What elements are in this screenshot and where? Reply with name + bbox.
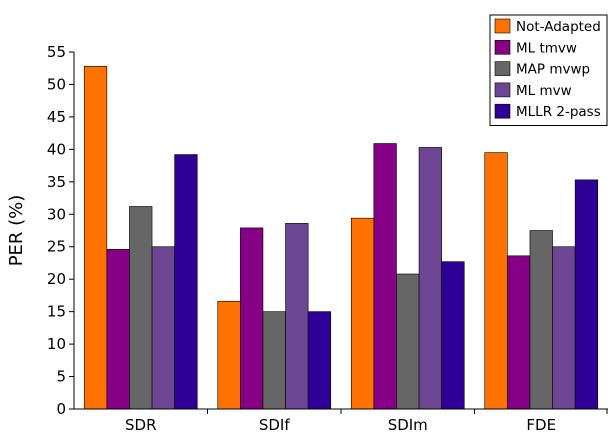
- y-tick-label: 40: [47, 140, 66, 158]
- legend-swatch: [494, 103, 511, 119]
- y-tick-label: 45: [47, 108, 66, 126]
- y-tick-label: 25: [47, 238, 66, 256]
- x-tick-label: FDE: [526, 416, 556, 434]
- bar-ml-tmvw-fde: [507, 255, 531, 410]
- legend-swatch: [494, 18, 511, 34]
- bar-ml-tmvw-sdim: [373, 143, 397, 410]
- legend-swatch: [494, 39, 511, 55]
- bar-ml-mvw-fde: [552, 246, 576, 410]
- bar-ml-tmvw-sdif: [240, 227, 264, 410]
- bar-ml-mvw-sdr: [151, 246, 175, 410]
- legend-label: Not-Adapted: [516, 19, 601, 35]
- legend: Not-Adapted ML tmvw MAP mvwp ML mvw MLLR 2-p…: [489, 14, 608, 126]
- x-tick-label: SDIf: [259, 416, 290, 434]
- bar-mllr-2-pass-sdr: [174, 154, 198, 410]
- bar-not-adapted-sdim: [350, 217, 375, 410]
- legend-label: MAP mvwp: [516, 62, 590, 78]
- y-tick-label: 5: [56, 368, 66, 386]
- bar-map-mvwp-sdr: [129, 206, 153, 410]
- bar-mllr-2-pass-sdim: [441, 261, 465, 410]
- y-axis-label: PER (%): [6, 195, 27, 267]
- legend-swatch: [494, 61, 511, 76]
- legend-label: ML tmvw: [516, 40, 577, 56]
- y-tick-label: 20: [47, 270, 66, 288]
- x-tick-label: SDIm: [388, 416, 428, 434]
- y-tick-label: 0: [56, 400, 66, 418]
- legend-label: MLLR 2-pass: [516, 104, 601, 120]
- legend-swatch: [494, 82, 511, 98]
- bar-map-mvwp-sdif: [262, 311, 286, 410]
- y-tick-label: 55: [47, 43, 66, 61]
- x-ticks: SDR SDIf SDIm FDE: [125, 409, 608, 434]
- y-tick-label: 50: [47, 75, 66, 93]
- bars-group: [83, 65, 599, 410]
- y-ticks: 0 5 10 15 20 25 30 35 40 45 50 55: [47, 43, 74, 418]
- bar-ml-mvw-sdif: [285, 223, 309, 410]
- bar-mllr-2-pass-sdif: [307, 311, 332, 410]
- bar-map-mvwp-fde: [529, 230, 553, 410]
- y-tick-label: 10: [47, 335, 66, 353]
- bar-map-mvwp-sdim: [396, 273, 420, 410]
- y-tick-label: 15: [47, 303, 66, 321]
- bar-ml-mvw-sdim: [418, 147, 442, 410]
- x-tick-label: SDR: [125, 416, 157, 434]
- bar-not-adapted-fde: [484, 152, 508, 410]
- y-tick-label: 30: [47, 205, 66, 223]
- bar-mllr-2-pass-fde: [574, 179, 599, 410]
- bar-ml-tmvw-sdr: [106, 249, 130, 410]
- bar-not-adapted-sdif: [217, 300, 241, 410]
- legend-label: ML mvw: [516, 83, 572, 99]
- y-tick-label: 35: [47, 173, 66, 191]
- bar-not-adapted-sdr: [83, 65, 108, 410]
